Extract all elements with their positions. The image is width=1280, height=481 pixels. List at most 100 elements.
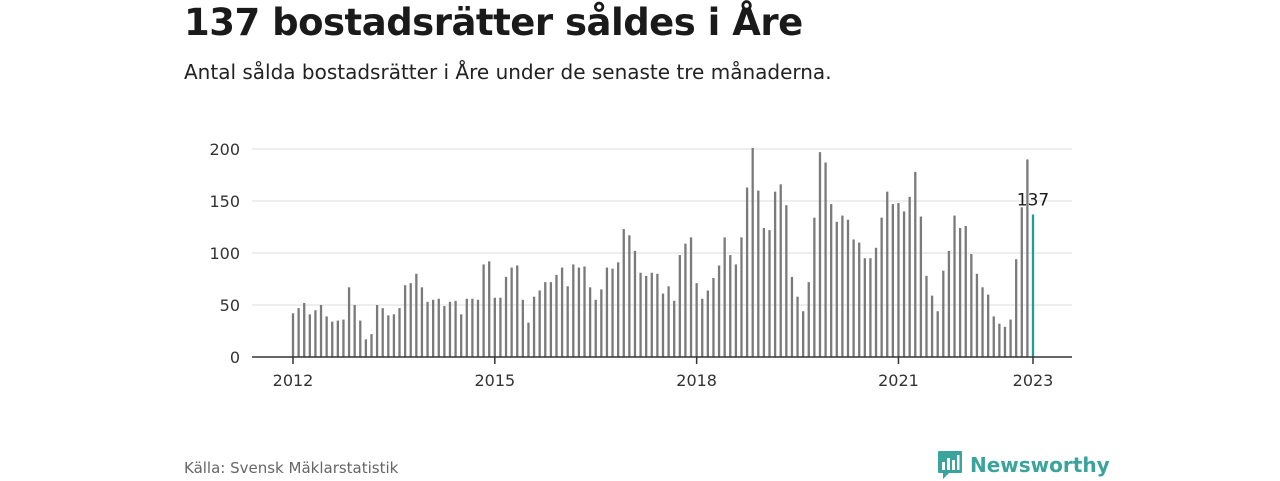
- y-tick-label: 150: [209, 192, 240, 211]
- bar: [538, 290, 541, 357]
- bar: [712, 277, 715, 357]
- bar: [611, 268, 614, 357]
- bar: [958, 228, 962, 357]
- bar: [897, 203, 900, 357]
- bar: [930, 295, 934, 357]
- x-axis: [252, 356, 1072, 364]
- bar: [925, 275, 928, 357]
- bar: [891, 204, 894, 357]
- bar: [521, 299, 524, 357]
- bar: [902, 211, 906, 357]
- bar: [370, 334, 373, 357]
- bar: [527, 322, 530, 357]
- bar: [605, 267, 609, 357]
- bar: [415, 273, 418, 357]
- bar: [796, 296, 799, 357]
- bar: [751, 147, 754, 357]
- bar: [880, 217, 883, 357]
- bar: [420, 287, 424, 357]
- newsworthy-logo-icon: [938, 451, 962, 479]
- x-tick-label: 2012: [273, 371, 314, 390]
- bar: [359, 320, 362, 357]
- latest-value-label: 137: [1017, 191, 1049, 211]
- bar: [639, 272, 642, 357]
- bar: [628, 235, 631, 357]
- bar: [661, 293, 665, 357]
- bar: [852, 239, 855, 357]
- bar: [757, 190, 760, 357]
- bar: [645, 275, 648, 357]
- bar: [734, 264, 738, 357]
- bars: [291, 147, 1035, 357]
- bar: [426, 301, 429, 357]
- bar: [331, 321, 334, 357]
- bar: [460, 314, 463, 357]
- bar: [936, 311, 939, 357]
- bar: [336, 320, 339, 357]
- bar: [1003, 326, 1007, 357]
- bar: [443, 306, 446, 357]
- y-tick-label: 100: [209, 244, 240, 263]
- bar: [314, 310, 317, 357]
- bar: [824, 162, 827, 357]
- bar: [678, 255, 681, 357]
- bar: [600, 289, 603, 357]
- bar: [510, 267, 513, 357]
- bar: [387, 315, 390, 357]
- bar: [874, 247, 878, 357]
- annotations: 137: [1017, 191, 1049, 211]
- bar: [908, 196, 911, 357]
- bar: [673, 300, 676, 357]
- bar: [998, 323, 1001, 357]
- x-tick-label: 2021: [878, 371, 919, 390]
- bar: [947, 250, 951, 357]
- bar: [375, 305, 379, 357]
- bar: [448, 301, 452, 357]
- bar: [409, 283, 412, 357]
- bar: [454, 300, 457, 357]
- bar: [549, 282, 553, 357]
- chart-title: 137 bostadsrätter såldes i Åre: [184, 1, 803, 44]
- brand-logo[interactable]: Newsworthy: [937, 449, 1110, 481]
- source-note: Källa: Svensk Mäklarstatistik: [184, 459, 399, 477]
- x-axis-tick-labels: 2012 2015 2018 2021 2023: [273, 371, 1054, 390]
- bar: [807, 282, 810, 357]
- bar: [465, 298, 468, 357]
- bar: [493, 297, 496, 357]
- bar: [594, 299, 597, 357]
- bar: [695, 283, 698, 357]
- y-axis-tick-labels: 0 50 100 150 200: [209, 140, 240, 367]
- bar: [964, 225, 967, 357]
- bar: [740, 237, 743, 357]
- bar: [942, 270, 945, 357]
- bar: [572, 264, 575, 357]
- bar: [689, 237, 693, 357]
- bar: [364, 339, 368, 357]
- bar: [650, 272, 653, 357]
- bar: [992, 316, 995, 357]
- bar: [392, 314, 396, 357]
- bar: [560, 267, 564, 357]
- bar: [544, 282, 547, 357]
- bar: [633, 250, 637, 357]
- bar: [471, 298, 474, 357]
- bar: [717, 265, 721, 357]
- bar: [398, 308, 401, 357]
- bar: [802, 311, 805, 357]
- bar: [432, 299, 435, 357]
- bar: [303, 302, 306, 357]
- bar: [482, 264, 485, 357]
- bar: [914, 171, 917, 357]
- bar: [701, 298, 704, 357]
- bar: [830, 204, 833, 357]
- bar: [863, 258, 866, 357]
- bar: [785, 205, 788, 357]
- bar: [706, 290, 709, 357]
- bar: [403, 285, 407, 357]
- bar: [1009, 319, 1012, 357]
- bar: [773, 191, 777, 357]
- bar: [970, 254, 973, 357]
- bar: [319, 305, 323, 357]
- bar: [768, 230, 771, 357]
